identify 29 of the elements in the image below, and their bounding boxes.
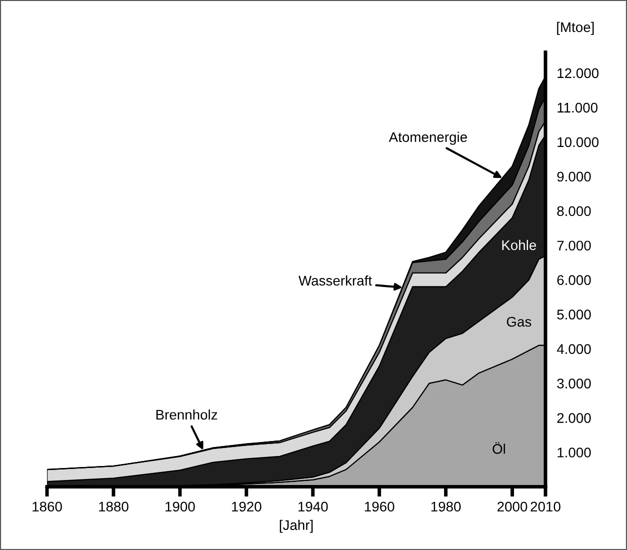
annotation: Atomenergie [388,132,467,145]
y-tick-label: 10.000 [558,137,599,148]
y-tick-label: 4.000 [556,344,591,354]
y-tick-label: 2.000 [557,413,591,423]
series-label: Kohle [502,240,536,250]
y-tick-label: 9.000 [557,172,591,182]
x-tick-label: 2010 [530,502,560,512]
y-tick-label: 6.000 [557,275,591,286]
x-tick-label: 1920 [232,502,262,512]
y-tick-label: 12.000 [558,68,599,78]
y-axis-title: [Mtoe] [557,22,594,35]
annotation: Brennholz [156,409,218,420]
y-tick-label: 11.000 [558,102,598,113]
x-tick-label: 1900 [166,502,195,512]
x-tick-label: 1940 [298,502,328,512]
x-tick-label: 1860 [32,502,62,512]
x-tick-label: 1960 [364,502,394,512]
x-tick-label: 2000 [498,502,528,512]
series-label: Gas [506,316,532,327]
annotation: Wasserkraft [298,275,372,286]
y-tick-label: 8.000 [557,206,591,216]
x-tick-label: 1980 [431,502,461,512]
y-tick-label: 7.000 [557,240,591,251]
series-label: Öl [492,442,505,454]
y-tick-label: 1.000 [558,448,591,458]
y-tick-label: 5.000 [557,310,591,320]
x-axis-title: [Jahr] [280,520,313,533]
y-tick-label: 3.000 [557,378,591,388]
x-tick-label: 1880 [99,502,128,512]
